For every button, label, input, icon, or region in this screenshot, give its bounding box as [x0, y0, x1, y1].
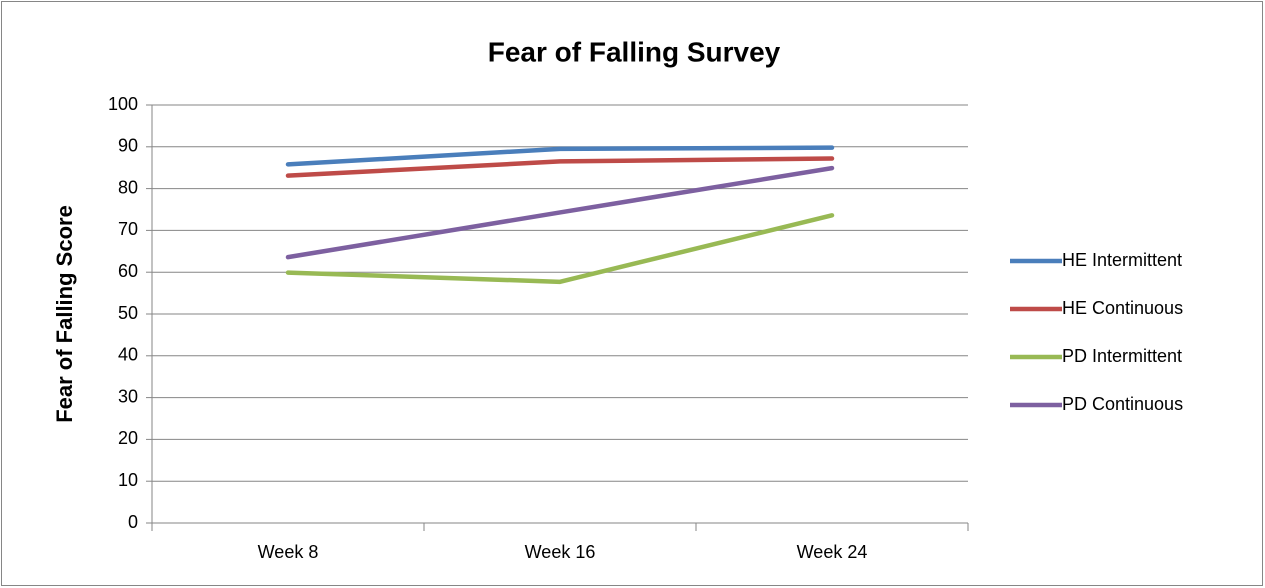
- y-tick-label: 50: [118, 303, 138, 323]
- series-line: [285, 156, 835, 178]
- legend-label: PD Continuous: [1062, 394, 1183, 414]
- y-tick-label: 90: [118, 136, 138, 156]
- y-tick-label: 30: [118, 386, 138, 406]
- y-tick-label: 10: [118, 470, 138, 490]
- chart-title: Fear of Falling Survey: [488, 36, 781, 67]
- series-line: [285, 165, 835, 260]
- y-tick-label: 0: [128, 512, 138, 532]
- y-axis-label: Fear of Falling Score: [52, 205, 77, 423]
- y-tick-label: 100: [108, 94, 138, 114]
- legend-label: HE Continuous: [1062, 298, 1183, 318]
- x-tick-label: Week 24: [797, 542, 868, 562]
- y-tick-label: 70: [118, 219, 138, 239]
- series-line: [285, 145, 835, 167]
- y-tick-label: 80: [118, 177, 138, 197]
- x-tick-label: Week 16: [525, 542, 596, 562]
- y-tick-label: 60: [118, 261, 138, 281]
- legend-label: PD Intermittent: [1062, 346, 1182, 366]
- y-tick-label: 40: [118, 345, 138, 365]
- legend-label: HE Intermittent: [1062, 250, 1182, 270]
- series-line: [285, 213, 835, 285]
- y-tick-label: 20: [118, 428, 138, 448]
- x-tick-label: Week 8: [258, 542, 319, 562]
